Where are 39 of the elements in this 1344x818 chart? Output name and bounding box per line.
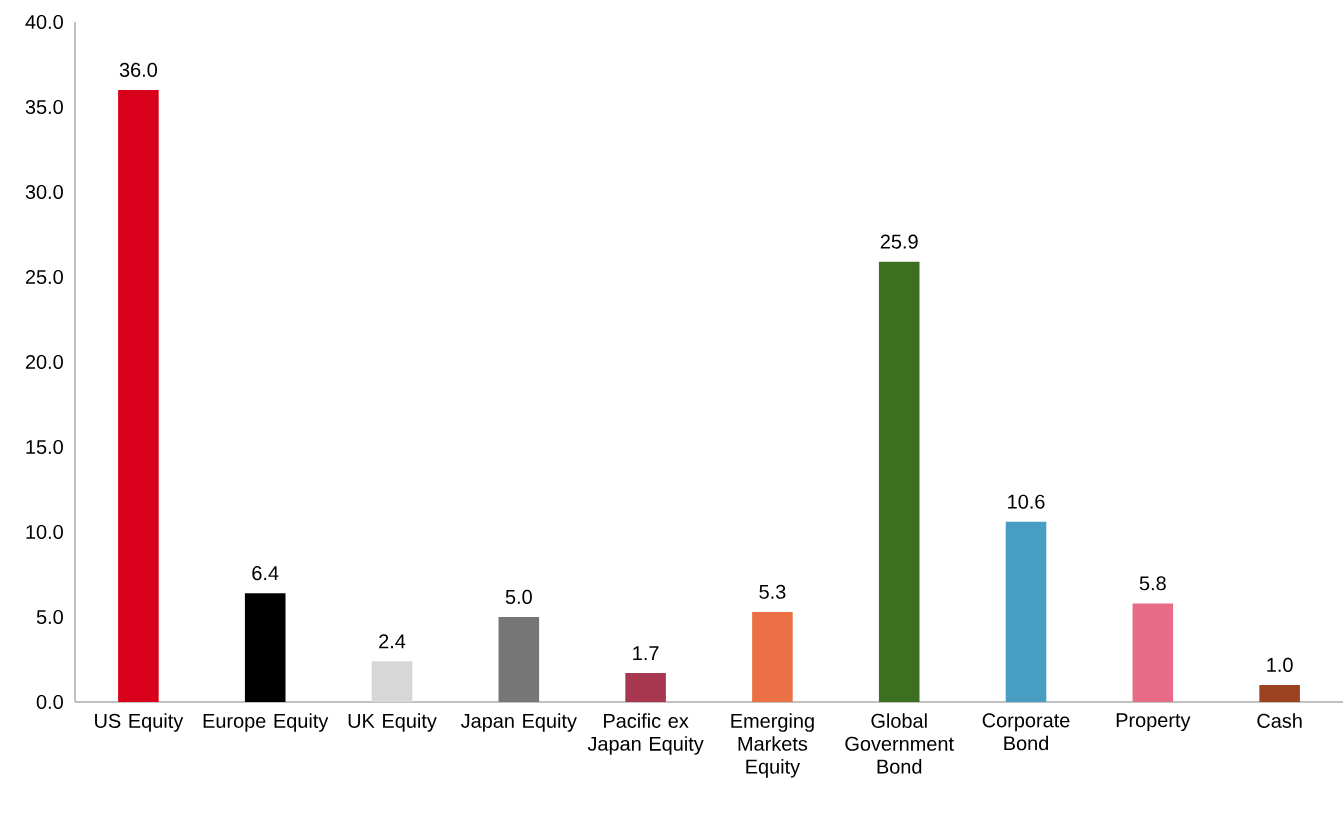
y-tick-label: 40.0 — [25, 14, 63, 30]
x-tick-label: Pacific ex Japan Equity — [587, 713, 704, 755]
data-label: 36.0 — [119, 62, 158, 77]
data-label: 6.4 — [252, 566, 279, 581]
data-label: 5.3 — [759, 584, 786, 599]
data-label: 2.4 — [379, 634, 406, 649]
y-tick-label: 15.0 — [26, 439, 63, 455]
y-tick-label: 10.0 — [26, 524, 63, 540]
y-tick-label: 5.0 — [36, 609, 63, 625]
x-tick-label: Emerging Markets Equity — [731, 713, 814, 778]
data-label: 25.9 — [880, 234, 918, 249]
x-tick-label: US Equity — [95, 713, 184, 732]
y-tick-label: 20.0 — [25, 354, 63, 370]
x-tick-label: Europe Equity — [203, 713, 329, 732]
bar — [244, 593, 286, 702]
x-tick-label: Corporate Bond — [982, 713, 1070, 751]
x-tick-label: UK Equity — [348, 713, 437, 732]
bar — [1005, 521, 1047, 702]
bar — [371, 661, 413, 702]
y-tick-label: 30.0 — [25, 184, 63, 200]
bar — [752, 611, 793, 702]
y-tick-label: 25.0 — [25, 269, 63, 285]
bar — [1259, 685, 1300, 702]
x-tick-label: Global Government Bond — [845, 713, 954, 774]
bar — [878, 261, 920, 702]
data-label: 10.6 — [1008, 494, 1045, 509]
bar — [1132, 603, 1174, 702]
bar — [118, 89, 159, 702]
bar — [625, 673, 666, 702]
data-label: 5.0 — [505, 589, 532, 604]
x-tick-label: Cash — [1257, 713, 1302, 728]
data-label: 1.7 — [633, 646, 659, 661]
y-tick-label: 0.0 — [36, 694, 63, 710]
x-tick-label: Property — [1116, 713, 1191, 732]
data-label: 5.8 — [1139, 576, 1166, 591]
bar — [498, 617, 540, 702]
data-label: 1.0 — [1267, 657, 1293, 672]
x-tick-label: Japan Equity — [460, 713, 577, 732]
y-tick-label: 35.0 — [25, 99, 63, 115]
